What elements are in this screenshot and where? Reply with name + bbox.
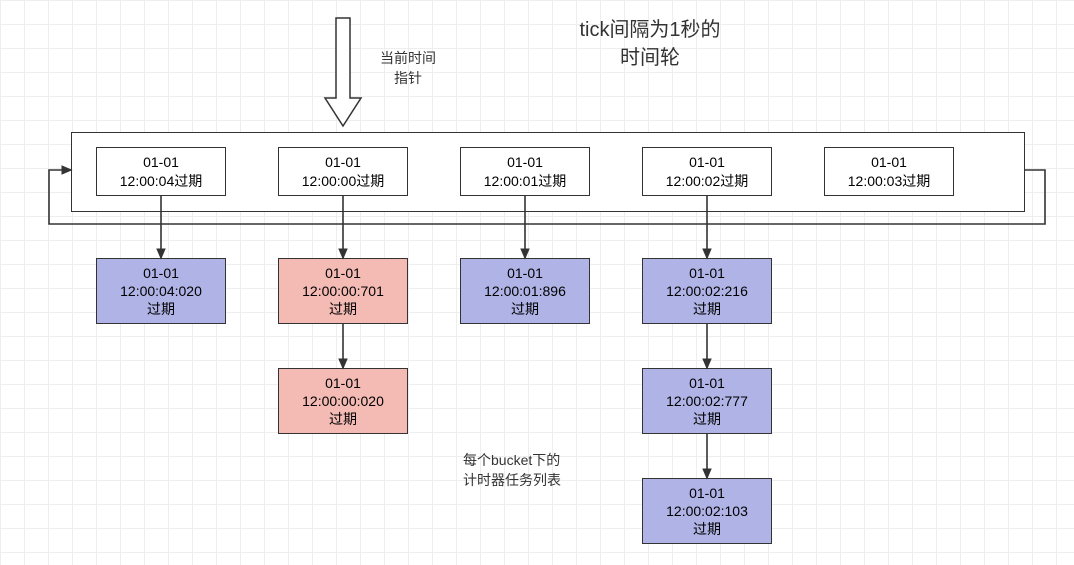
task-line3: 过期 xyxy=(329,300,357,318)
task-line2: 12:00:00:701 xyxy=(302,282,384,300)
title-line2: 时间轮 xyxy=(520,44,780,72)
bucket-line2: 12:00:00过期 xyxy=(302,172,385,190)
bucket-line2: 12:00:04过期 xyxy=(120,172,203,190)
task-line1: 01-01 xyxy=(689,374,725,392)
task-line3: 过期 xyxy=(693,410,721,428)
task-line1: 01-01 xyxy=(325,374,361,392)
task-line1: 01-01 xyxy=(507,264,543,282)
pointer-arrow-icon xyxy=(325,18,361,130)
task-line3: 过期 xyxy=(147,300,175,318)
pointer-label-line1: 当前时间 xyxy=(373,48,443,68)
bucket-caption-line1: 每个bucket下的 xyxy=(463,450,603,470)
bucket-caption: 每个bucket下的 计时器任务列表 xyxy=(463,450,603,490)
bucket-caption-line2: 计时器任务列表 xyxy=(463,470,603,490)
task-line1: 01-01 xyxy=(689,484,725,502)
title-line1: tick间隔为1秒的 xyxy=(520,16,780,44)
bucket-line2: 12:00:02过期 xyxy=(666,172,749,190)
bucket-0: 01-0112:00:04过期 xyxy=(96,147,226,196)
task-6: 01-0112:00:02:103过期 xyxy=(642,478,772,544)
bucket-2: 01-0112:00:01过期 xyxy=(460,147,590,196)
task-line3: 过期 xyxy=(693,520,721,538)
bucket-line2: 12:00:03过期 xyxy=(848,172,931,190)
task-line1: 01-01 xyxy=(325,264,361,282)
task-line2: 12:00:01:896 xyxy=(484,282,566,300)
diagram-title: tick间隔为1秒的 时间轮 xyxy=(520,16,780,72)
bucket-line1: 01-01 xyxy=(325,153,361,171)
task-line1: 01-01 xyxy=(143,264,179,282)
task-line3: 过期 xyxy=(511,300,539,318)
bucket-3: 01-0112:00:02过期 xyxy=(642,147,772,196)
bucket-line1: 01-01 xyxy=(507,153,543,171)
task-line2: 12:00:02:216 xyxy=(666,282,748,300)
bucket-line2: 12:00:01过期 xyxy=(484,172,567,190)
bucket-line1: 01-01 xyxy=(143,153,179,171)
task-line3: 过期 xyxy=(329,410,357,428)
task-line2: 12:00:02:777 xyxy=(666,392,748,410)
task-3: 01-0112:00:02:216过期 xyxy=(642,258,772,324)
task-5: 01-0112:00:02:777过期 xyxy=(642,368,772,434)
bucket-4: 01-0112:00:03过期 xyxy=(824,147,954,196)
bucket-1: 01-0112:00:00过期 xyxy=(278,147,408,196)
task-line2: 12:00:02:103 xyxy=(666,502,748,520)
task-4: 01-0112:00:00:020过期 xyxy=(278,368,408,434)
task-line2: 12:00:00:020 xyxy=(302,392,384,410)
bucket-line1: 01-01 xyxy=(871,153,907,171)
task-0: 01-0112:00:04:020过期 xyxy=(96,258,226,324)
task-line1: 01-01 xyxy=(689,264,725,282)
task-2: 01-0112:00:01:896过期 xyxy=(460,258,590,324)
pointer-label: 当前时间 指针 xyxy=(373,48,443,88)
task-line3: 过期 xyxy=(693,300,721,318)
bucket-line1: 01-01 xyxy=(689,153,725,171)
task-line2: 12:00:04:020 xyxy=(120,282,202,300)
pointer-label-line2: 指针 xyxy=(373,68,443,88)
task-1: 01-0112:00:00:701过期 xyxy=(278,258,408,324)
